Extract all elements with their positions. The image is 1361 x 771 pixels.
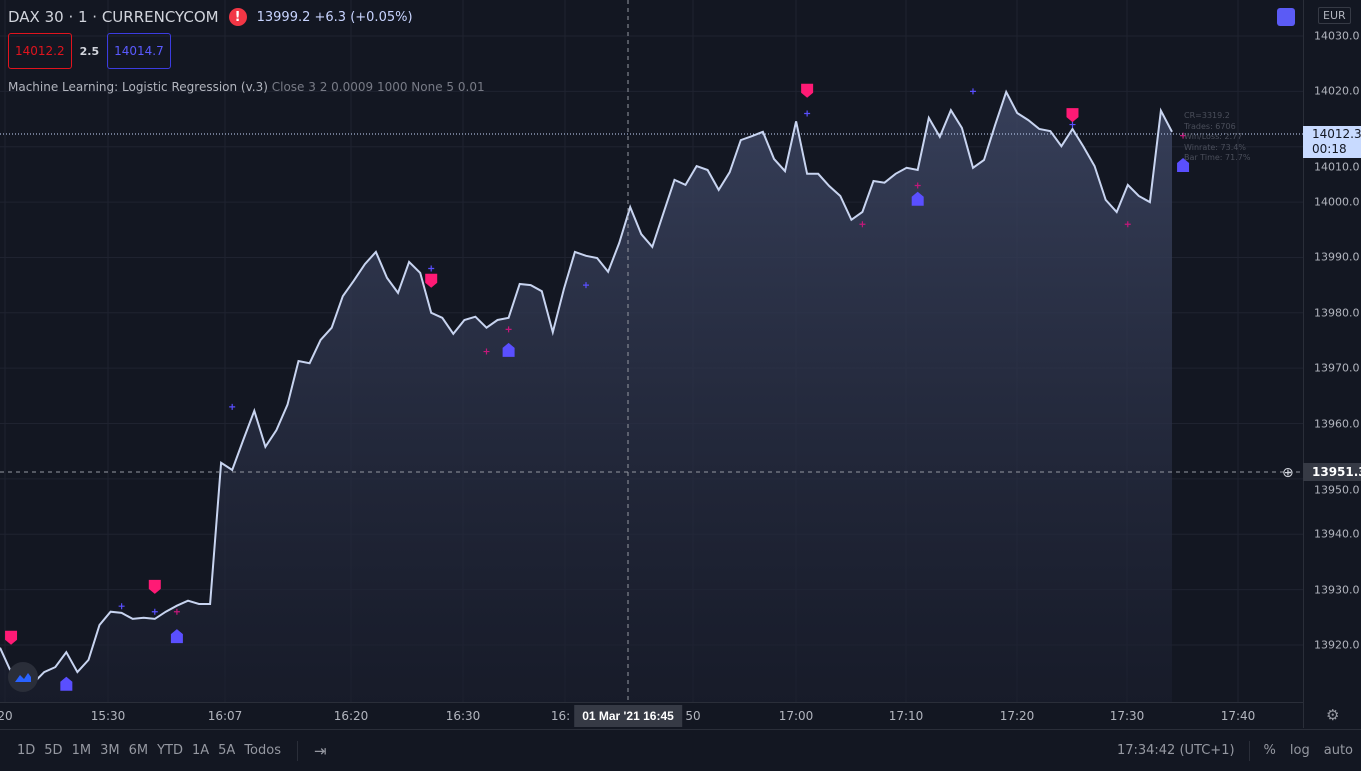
price-axis[interactable]: 14030.0 14020.0 14010.0 14000.0 13990.0 13980… <box>1303 0 1361 728</box>
time-tick-label: 17:40 <box>1220 709 1256 723</box>
clock[interactable]: 17:34:42 (UTC+1) <box>1116 743 1235 758</box>
auto-toggle[interactable]: auto <box>1323 743 1353 758</box>
signal-cross-mark <box>428 265 435 272</box>
signal-cross-mark <box>1069 121 1076 128</box>
signal-cross-mark <box>118 603 125 610</box>
signal-cross-mark <box>914 182 921 189</box>
add-plus-icon[interactable]: ⊕ <box>1282 465 1294 481</box>
sell-signal-marker <box>5 630 18 645</box>
range-6m[interactable]: 6M <box>128 743 149 758</box>
price-tick-label: 14030.0 <box>1314 29 1360 43</box>
signal-cross-mark <box>483 348 490 355</box>
signal-cross-mark <box>859 221 866 228</box>
price-tick-label: 14000.0 <box>1314 195 1360 209</box>
signal-cross-mark <box>229 403 236 410</box>
range-5a[interactable]: 5A <box>218 743 236 758</box>
spread-value: 2.5 <box>79 44 100 58</box>
signal-cross-mark <box>1180 132 1187 139</box>
signal-cross-mark <box>505 326 512 333</box>
range-ytd[interactable]: YTD <box>157 743 183 758</box>
buy-button[interactable]: 14014.7 <box>107 33 171 69</box>
last-price-tag: 14012.3 00:18 <box>1303 126 1361 158</box>
signal-cross-mark <box>1124 221 1131 228</box>
signal-cross-mark <box>583 282 589 289</box>
log-toggle[interactable]: log <box>1289 743 1310 758</box>
time-axis[interactable]: 17:40 17:30 17:20 17:10 17:00 50 16: 16:30 16:20… <box>0 702 1303 730</box>
buy-signal-marker <box>911 191 924 206</box>
time-tick-label: 17:20 <box>999 709 1035 723</box>
time-tick-label: 15:30 <box>90 709 126 723</box>
price-tick-label: 14010.0 <box>1314 160 1360 174</box>
tradingview-logo-icon[interactable] <box>8 662 38 692</box>
bottom-toolbar: 1D 5D 1M 3M 6M YTD 1A 5A Todos ⇥ 17:34:4… <box>0 729 1361 771</box>
currency-badge[interactable]: EUR <box>1318 7 1351 24</box>
range-1m[interactable]: 1M <box>71 743 92 758</box>
price-tick-label: 13930.0 <box>1314 583 1360 597</box>
indicator-params: Close 3 2 0.0009 1000 None 5 0.01 <box>271 80 485 94</box>
last-price: 14012.3 <box>1312 127 1361 141</box>
bar-countdown: 00:18 <box>1312 142 1347 156</box>
percent-toggle[interactable]: % <box>1263 743 1276 758</box>
price-tick-label: 13970.0 <box>1314 361 1360 375</box>
signal-cross-mark <box>804 110 811 117</box>
chart-header: DAX 30 · 1 · CURRENCYCOM ! 13999.2 +6.3 … <box>8 8 413 26</box>
time-tick-label: 17:00 <box>778 709 814 723</box>
time-tick-label: 16: <box>550 709 571 723</box>
price-area <box>0 91 1172 702</box>
time-tick-label: 16:20 <box>333 709 369 723</box>
sync-icon[interactable] <box>1277 8 1295 26</box>
signal-cross-mark <box>173 608 180 615</box>
signal-cross-mark <box>969 88 976 95</box>
time-tick-label: 17:30 <box>1109 709 1145 723</box>
crosshair-price-label: 13951.3 <box>1303 463 1361 481</box>
settings-gear-icon[interactable]: ⚙ <box>1326 706 1340 724</box>
price-tick-label: 13920.0 <box>1314 638 1360 652</box>
buy-signal-marker <box>170 629 183 644</box>
buy-signal-marker <box>1177 157 1190 172</box>
time-tick-label: 17:10 <box>888 709 924 723</box>
time-tick-label: 50 <box>685 709 701 723</box>
last-quote: 13999.2 +6.3 (+0.05%) <box>256 9 413 25</box>
price-tick-label: 13950.0 <box>1314 483 1360 497</box>
price-tick-label: 13990.0 <box>1314 250 1360 264</box>
range-all[interactable]: Todos <box>244 743 281 758</box>
buy-signal-marker <box>502 342 515 357</box>
buy-signal-marker <box>60 676 73 691</box>
sell-button[interactable]: 14012.2 <box>8 33 72 69</box>
price-tick-label: 13960.0 <box>1314 417 1360 431</box>
stat-winrate: Winrate: 73.4% <box>1184 142 1246 152</box>
time-tick-label: 20 <box>0 709 13 723</box>
stat-cr: CR=3319.2 <box>1184 111 1230 120</box>
stat-trades: Trades: 6706 <box>1184 121 1236 131</box>
goto-date-icon[interactable]: ⇥ <box>313 741 327 760</box>
strategy-stats: CR=3319.2 Trades: 6706 Win/Loss: 2.77 Wi… <box>1184 111 1250 164</box>
stat-bartime: Bar Time: 71.7% <box>1184 153 1251 162</box>
divider <box>296 740 298 761</box>
alert-icon[interactable]: ! <box>228 8 247 26</box>
range-5d[interactable]: 5D <box>44 743 63 758</box>
range-1d[interactable]: 1D <box>17 743 36 758</box>
indicator-legend[interactable]: Machine Learning: Logistic Regression (v… <box>8 80 485 94</box>
divider <box>1248 740 1250 761</box>
price-line <box>0 89 1173 685</box>
stat-winloss: Win/Loss: 2.77 <box>1184 132 1243 141</box>
price-tick-label: 13940.0 <box>1314 527 1360 541</box>
crosshair-time-label: 01 Mar '21 16:45 <box>574 705 682 727</box>
symbol-title[interactable]: DAX 30 · 1 · CURRENCYCOM <box>8 8 219 26</box>
signal-cross-mark <box>151 608 158 615</box>
bid-ask-panel: 14012.2 2.5 14014.7 <box>8 33 171 69</box>
time-tick-label: 16:07 <box>207 709 243 723</box>
price-tick-label: 13980.0 <box>1314 306 1360 320</box>
price-tick-label: 14020.0 <box>1314 84 1360 98</box>
sell-signal-marker <box>801 83 814 98</box>
indicator-name: Machine Learning: Logistic Regression (v… <box>8 80 268 94</box>
range-1a[interactable]: 1A <box>191 743 210 758</box>
time-tick-label: 16:30 <box>445 709 481 723</box>
range-3m[interactable]: 3M <box>100 743 120 758</box>
sell-signal-marker <box>425 273 438 288</box>
sell-signal-marker <box>148 579 161 594</box>
sell-signal-marker <box>1066 108 1079 123</box>
